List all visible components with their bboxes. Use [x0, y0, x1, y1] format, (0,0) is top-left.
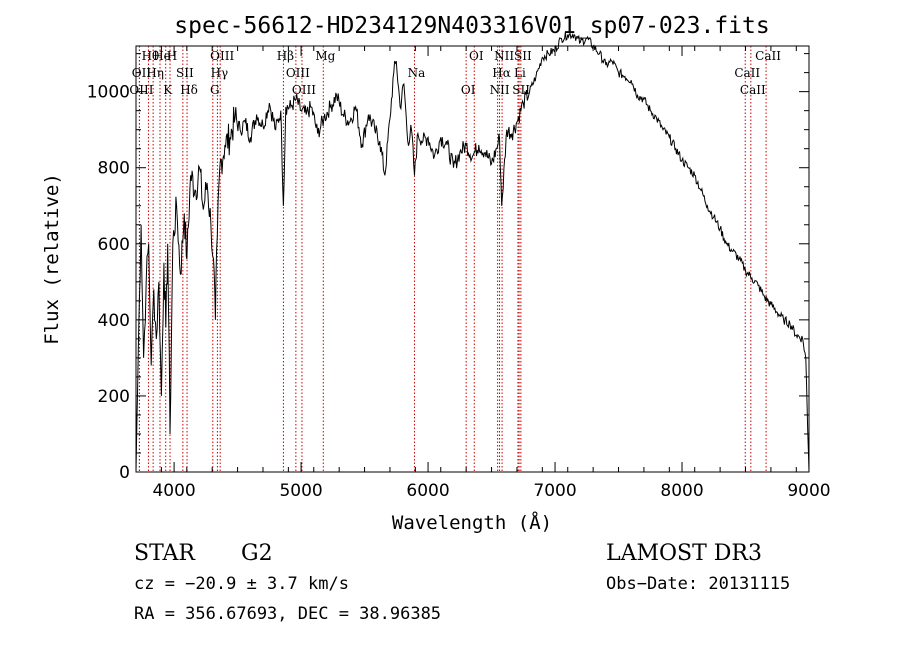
reference-line-label: SII	[514, 49, 532, 63]
reference-line-label: Hθ	[142, 49, 160, 63]
x-axis-label: Wavelength (Å)	[392, 511, 552, 534]
object-subclass: G2	[241, 541, 273, 566]
x-axis-ticks: 4000 5000 6000 7000 8000 9000	[135, 46, 831, 501]
y-tick-label: 200	[98, 387, 130, 407]
survey-name: LAMOST DR3	[606, 541, 762, 566]
reference-line-label: Na	[408, 66, 426, 80]
reference-line-label: Hα	[492, 66, 511, 80]
x-tick-label: 7000	[533, 481, 576, 501]
reference-line-label: OIII	[129, 83, 153, 97]
x-tick-label: 4000	[152, 481, 195, 501]
reference-line-label: OI	[469, 49, 484, 63]
x-tick-label: 6000	[406, 481, 449, 501]
reference-lines	[138, 46, 767, 472]
y-axis-ticks: 0 200 400 600 800 1000	[87, 53, 809, 483]
reference-line-label: NII	[490, 83, 510, 97]
y-tick-label: 600	[98, 235, 130, 255]
x-tick-label: 5000	[279, 481, 322, 501]
reference-line-label: Mg	[315, 49, 335, 63]
reference-line-label: OIII	[292, 83, 316, 97]
reference-line-labels: Hθ OII OIII He Hη K H SII Hδ OIII Hγ G Hβ OIII OIII Mg N…	[129, 49, 781, 97]
reference-line-label: He	[153, 49, 171, 63]
reference-line-label: SII	[176, 66, 194, 80]
obs-date: Obs−Date: 20131115	[606, 574, 790, 594]
chart-title: spec-56612-HD234129N403316V01_sp07-023.f…	[174, 13, 769, 39]
reference-line-label: CaII	[734, 66, 760, 80]
reference-line-label: OII	[132, 66, 152, 80]
y-tick-label: 400	[98, 311, 130, 331]
x-tick-label: 9000	[787, 481, 830, 501]
x-tick-label: 8000	[660, 481, 703, 501]
reference-line-label: H	[167, 49, 177, 63]
reference-line-label: NII	[494, 49, 514, 63]
reference-line-label: K	[163, 83, 173, 97]
object-class: STAR	[134, 541, 196, 566]
y-tick-label: 0	[119, 463, 130, 483]
reference-line-label: Hη	[146, 66, 164, 80]
reference-line-label: SII	[512, 83, 530, 97]
coordinates: RA = 356.67693, DEC = 38.96385	[134, 604, 441, 624]
redshift-text: cz = −20.9 ± 3.7 km/s	[134, 574, 349, 594]
reference-line-label: CaII	[740, 83, 766, 97]
y-axis-label: Flux (relative)	[41, 173, 63, 345]
y-tick-label: 800	[98, 159, 130, 179]
reference-line-label: G	[210, 83, 220, 97]
reference-line-label: OI	[461, 83, 476, 97]
reference-line-label: Hβ	[277, 49, 294, 63]
reference-line-label: OIII	[286, 66, 310, 80]
spectrum-line	[135, 31, 810, 473]
reference-line-label: Hδ	[180, 83, 198, 97]
reference-line-label: OIII	[210, 49, 234, 63]
reference-line-label: Li	[514, 66, 526, 80]
reference-line-label: CaII	[755, 49, 781, 63]
plot-frame	[135, 45, 810, 473]
reference-line-label: Hγ	[211, 66, 229, 80]
y-tick-label: 1000	[87, 83, 130, 103]
